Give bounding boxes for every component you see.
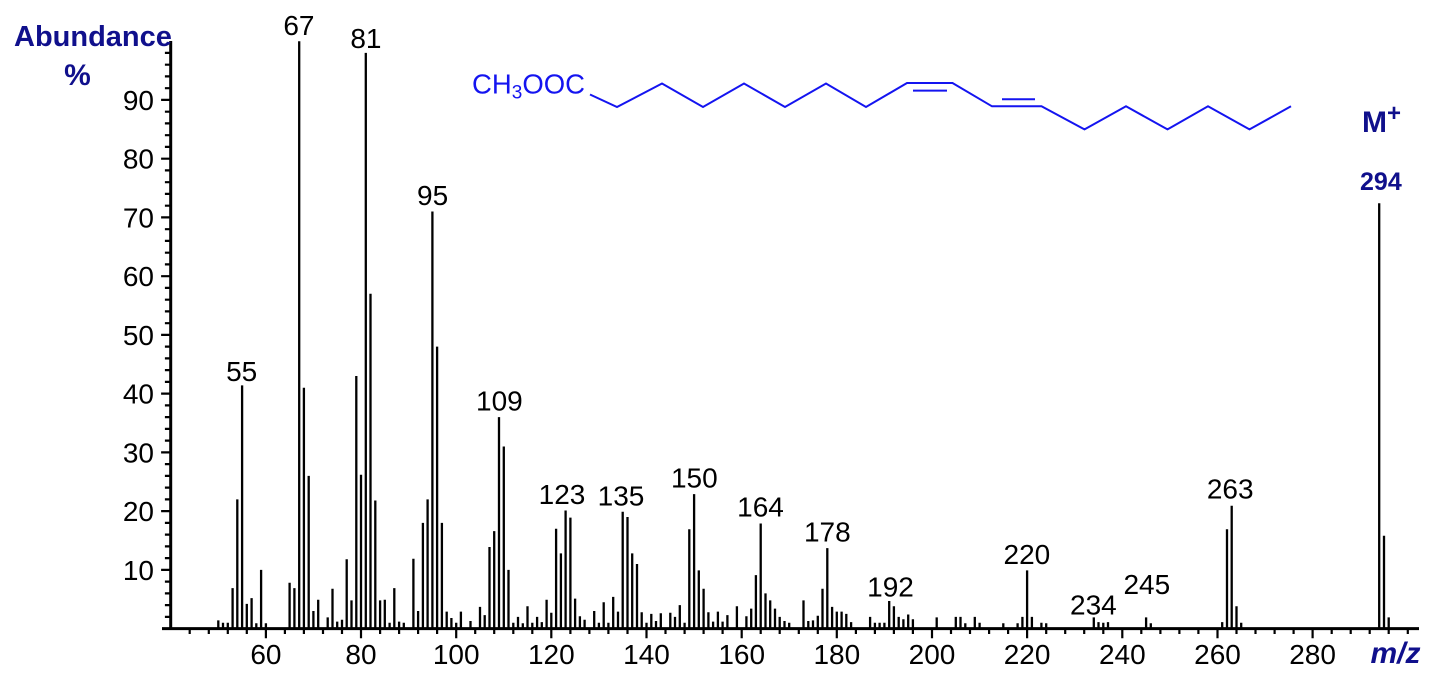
svg-text:81: 81 [350, 23, 381, 54]
svg-text:60: 60 [250, 639, 281, 670]
svg-text:67: 67 [283, 10, 314, 41]
svg-text:CH3OOC: CH3OOC [472, 69, 585, 104]
svg-text:135: 135 [598, 481, 645, 512]
svg-text:220: 220 [1004, 639, 1051, 670]
svg-text:10: 10 [123, 555, 154, 586]
svg-text:260: 260 [1194, 639, 1241, 670]
svg-text:294: 294 [1360, 168, 1402, 196]
svg-text:178: 178 [804, 517, 851, 548]
svg-text:280: 280 [1289, 639, 1336, 670]
svg-text:90: 90 [123, 85, 154, 116]
svg-text:220: 220 [1004, 539, 1051, 570]
svg-text:Abundance: Abundance [14, 21, 172, 53]
svg-text:M+: M+ [1362, 100, 1401, 139]
svg-text:95: 95 [417, 180, 448, 211]
svg-text:150: 150 [671, 463, 718, 494]
svg-text:80: 80 [123, 144, 154, 175]
svg-text:140: 140 [623, 639, 670, 670]
svg-text:109: 109 [476, 386, 523, 417]
svg-text:40: 40 [123, 379, 154, 410]
svg-text:55: 55 [226, 356, 257, 387]
svg-text:100: 100 [433, 639, 480, 670]
svg-text:m/z: m/z [1370, 637, 1420, 670]
svg-text:180: 180 [813, 639, 860, 670]
svg-text:80: 80 [345, 639, 376, 670]
svg-text:240: 240 [1099, 639, 1146, 670]
svg-text:123: 123 [539, 479, 586, 510]
svg-text:60: 60 [123, 261, 154, 292]
svg-text:192: 192 [867, 572, 914, 603]
svg-text:70: 70 [123, 202, 154, 233]
svg-text:164: 164 [737, 492, 784, 523]
svg-text:%: % [64, 59, 91, 92]
svg-text:120: 120 [528, 639, 575, 670]
svg-text:160: 160 [718, 639, 765, 670]
svg-text:263: 263 [1207, 474, 1254, 505]
svg-text:30: 30 [123, 437, 154, 468]
svg-text:234: 234 [1070, 590, 1117, 621]
svg-text:200: 200 [909, 639, 956, 670]
svg-text:20: 20 [123, 496, 154, 527]
svg-text:50: 50 [123, 320, 154, 351]
svg-text:245: 245 [1123, 569, 1170, 600]
